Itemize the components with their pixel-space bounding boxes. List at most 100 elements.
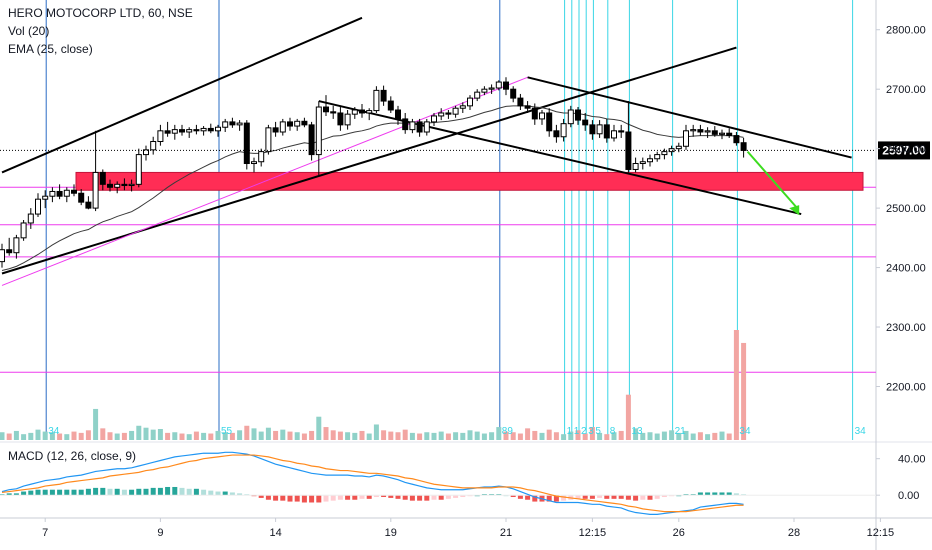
- candle: [279, 118, 286, 136]
- candle: [387, 96, 394, 113]
- macd-histogram-bar: [193, 488, 199, 496]
- candle-body: [632, 163, 639, 170]
- candle: [157, 124, 164, 146]
- time-tick-label: 28: [788, 527, 800, 539]
- macd-histogram-bar: [85, 488, 91, 496]
- candle: [654, 151, 661, 162]
- candle: [107, 179, 113, 192]
- macd-histogram-bar: [625, 495, 631, 500]
- candle-body: [647, 158, 653, 163]
- candle: [171, 124, 178, 140]
- candle: [733, 132, 740, 146]
- candle: [402, 112, 409, 134]
- volume-bar: [85, 430, 91, 440]
- trend-line: [1, 76, 528, 286]
- macd-histogram-bar: [345, 495, 351, 500]
- candle: [575, 107, 581, 125]
- macd-histogram-bar: [129, 489, 135, 496]
- volume-bar: [532, 430, 538, 440]
- candle-body: [524, 105, 531, 109]
- signal-line: [1, 454, 744, 513]
- candle-body: [387, 100, 394, 111]
- time-tick-label: 12:15: [579, 527, 607, 539]
- last-price-badge: [878, 141, 930, 160]
- volume-bar: [330, 430, 336, 440]
- candle: [647, 154, 653, 167]
- volume-bar: [604, 434, 610, 440]
- candle-body: [27, 213, 34, 224]
- macd-histogram-bar: [35, 489, 41, 496]
- macd-histogram-bar: [532, 495, 538, 502]
- candle-body: [733, 135, 740, 144]
- candle: [503, 77, 509, 96]
- candle-body: [186, 129, 193, 133]
- candle-body: [315, 106, 322, 156]
- candle: [582, 112, 589, 131]
- candle-body: [143, 149, 149, 156]
- volume-bar: [582, 433, 588, 440]
- candle-body: [603, 124, 610, 139]
- candle-body: [258, 151, 265, 163]
- macd-histogram-bar: [100, 487, 106, 496]
- candle: [287, 117, 293, 131]
- volume-bar: [409, 432, 415, 440]
- candle-body: [510, 88, 517, 99]
- candle: [272, 121, 279, 137]
- volume-bar: [21, 434, 27, 440]
- volume-bar: [438, 431, 444, 440]
- volume-bar: [222, 432, 228, 440]
- candle: [294, 118, 301, 131]
- candle: [481, 86, 488, 96]
- volume-bar: [525, 428, 531, 440]
- volume-bar: [395, 432, 401, 440]
- candle: [20, 220, 27, 241]
- volume-bar: [597, 432, 603, 440]
- macd-histogram-bar: [172, 486, 178, 496]
- macd-histogram-bar: [301, 495, 307, 503]
- candle-body: [567, 109, 574, 125]
- macd-histogram-bar: [618, 495, 624, 499]
- candle: [380, 85, 387, 106]
- candle-body: [704, 130, 711, 133]
- macd-histogram-bar: [208, 490, 214, 496]
- candle: [265, 124, 272, 155]
- volume-bar: [373, 424, 379, 440]
- macd-histogram-bar: [597, 495, 603, 498]
- volume-bar: [35, 429, 41, 440]
- macd-histogram-bar: [165, 486, 171, 496]
- candle-body: [251, 161, 257, 165]
- volume-bar: [561, 434, 567, 440]
- candle-body: [589, 124, 596, 135]
- fib-label: 34: [48, 426, 60, 437]
- last-price-label: 2597.00: [882, 143, 926, 157]
- candle: [63, 187, 70, 203]
- volume-bar: [107, 432, 113, 440]
- forecast-arrow: [746, 150, 798, 209]
- macd-histogram-bar: [136, 488, 142, 496]
- volume-bar: [575, 430, 581, 440]
- volume-bar: [157, 429, 163, 440]
- macd-histogram-bar: [237, 493, 243, 496]
- candle-body: [488, 87, 495, 90]
- fib-label: 2: [581, 426, 587, 437]
- candle: [85, 196, 92, 210]
- candle: [431, 112, 437, 127]
- macd-histogram-bar: [402, 495, 408, 500]
- candle: [611, 124, 617, 142]
- candle-body: [481, 88, 488, 93]
- candle: [35, 193, 41, 218]
- price-tick-label: 2500.00: [886, 203, 926, 215]
- candle: [740, 137, 747, 158]
- macd-histogram-bar: [150, 487, 156, 496]
- candle-body: [452, 107, 459, 115]
- macd-histogram-bar: [438, 495, 444, 500]
- candle-body: [697, 129, 704, 133]
- volume-bar: [546, 429, 552, 440]
- macd-histogram-bar: [215, 491, 221, 496]
- volume-bar: [568, 431, 574, 440]
- volume-legend: Vol (20): [8, 24, 50, 38]
- macd-histogram-bar: [57, 489, 63, 496]
- support-zone: [75, 171, 864, 191]
- macd-histogram-bar: [525, 495, 531, 500]
